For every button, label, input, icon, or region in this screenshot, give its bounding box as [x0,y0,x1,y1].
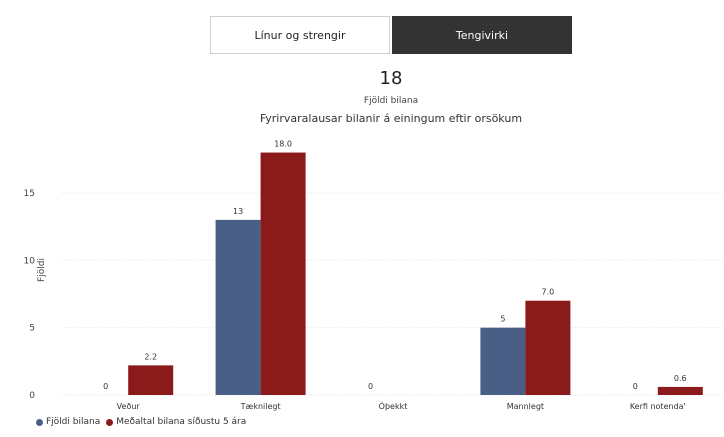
legend-label-count: Fjöldi bilana [46,417,101,427]
legend-dot-count [36,418,43,426]
data-label: 2.2 [144,352,157,361]
data-labels: 0 2.2 13 18.0 0 5 7.0 0 0.6 [103,140,687,391]
legend: Fjöldi bilana Meðaltal bilana síðustu 5 … [36,417,252,427]
y-tick-label: 15 [24,189,35,199]
y-tick-label: 5 [29,324,35,334]
x-axis-ticks: Veður Tæknilegt Óþekkt Mannlegt Kerfi notend… [117,400,686,411]
chart-title: Fyrirvaralausar bilanir á einingum eftir… [259,112,523,125]
bar-average[interactable] [525,300,571,395]
data-label: 5 [500,315,505,324]
data-label: 0 [633,382,638,391]
bar-count[interactable] [480,327,526,395]
y-axis-label: Fjöldi [37,258,47,282]
total-count-value: 18 [379,68,403,89]
data-label: 0 [368,382,373,391]
tab-bar: Línur og strengir Tengivirki [210,16,572,54]
legend-label-average: Meðaltal bilana síðustu 5 ára [116,417,247,427]
data-label: 18.0 [274,140,292,149]
bar-average[interactable] [657,386,703,395]
data-label: 0 [103,382,108,391]
x-tick-label: Óþekkt [379,400,408,411]
total-count-caption: Fjöldi bilana [363,96,419,106]
bars [128,152,703,395]
tab-lines-and-cables[interactable]: Línur og strengir [210,16,390,54]
y-tick-label: 10 [24,256,36,266]
bar-count[interactable] [215,219,261,395]
grid-lines [62,192,724,396]
x-tick-label: Veður [117,402,141,411]
legend-item-average[interactable]: Meðaltal bilana síðustu 5 ára [106,417,246,427]
x-tick-label: Kerfi notenda' [630,402,686,411]
bar-average[interactable] [128,365,174,395]
y-tick-label: 0 [29,391,35,401]
data-label: 7.0 [542,288,555,297]
data-label: 13 [233,207,243,216]
x-tick-label: Tæknilegt [240,402,281,411]
y-axis-ticks: 0 5 10 15 [24,189,36,401]
tab-substations[interactable]: Tengivirki [392,16,572,54]
legend-dot-average [106,418,114,426]
x-tick-label: Mannlegt [507,402,544,411]
bar-average[interactable] [260,152,306,395]
data-label: 0.6 [674,374,687,383]
legend-item-count[interactable]: Fjöldi bilana [36,417,100,427]
